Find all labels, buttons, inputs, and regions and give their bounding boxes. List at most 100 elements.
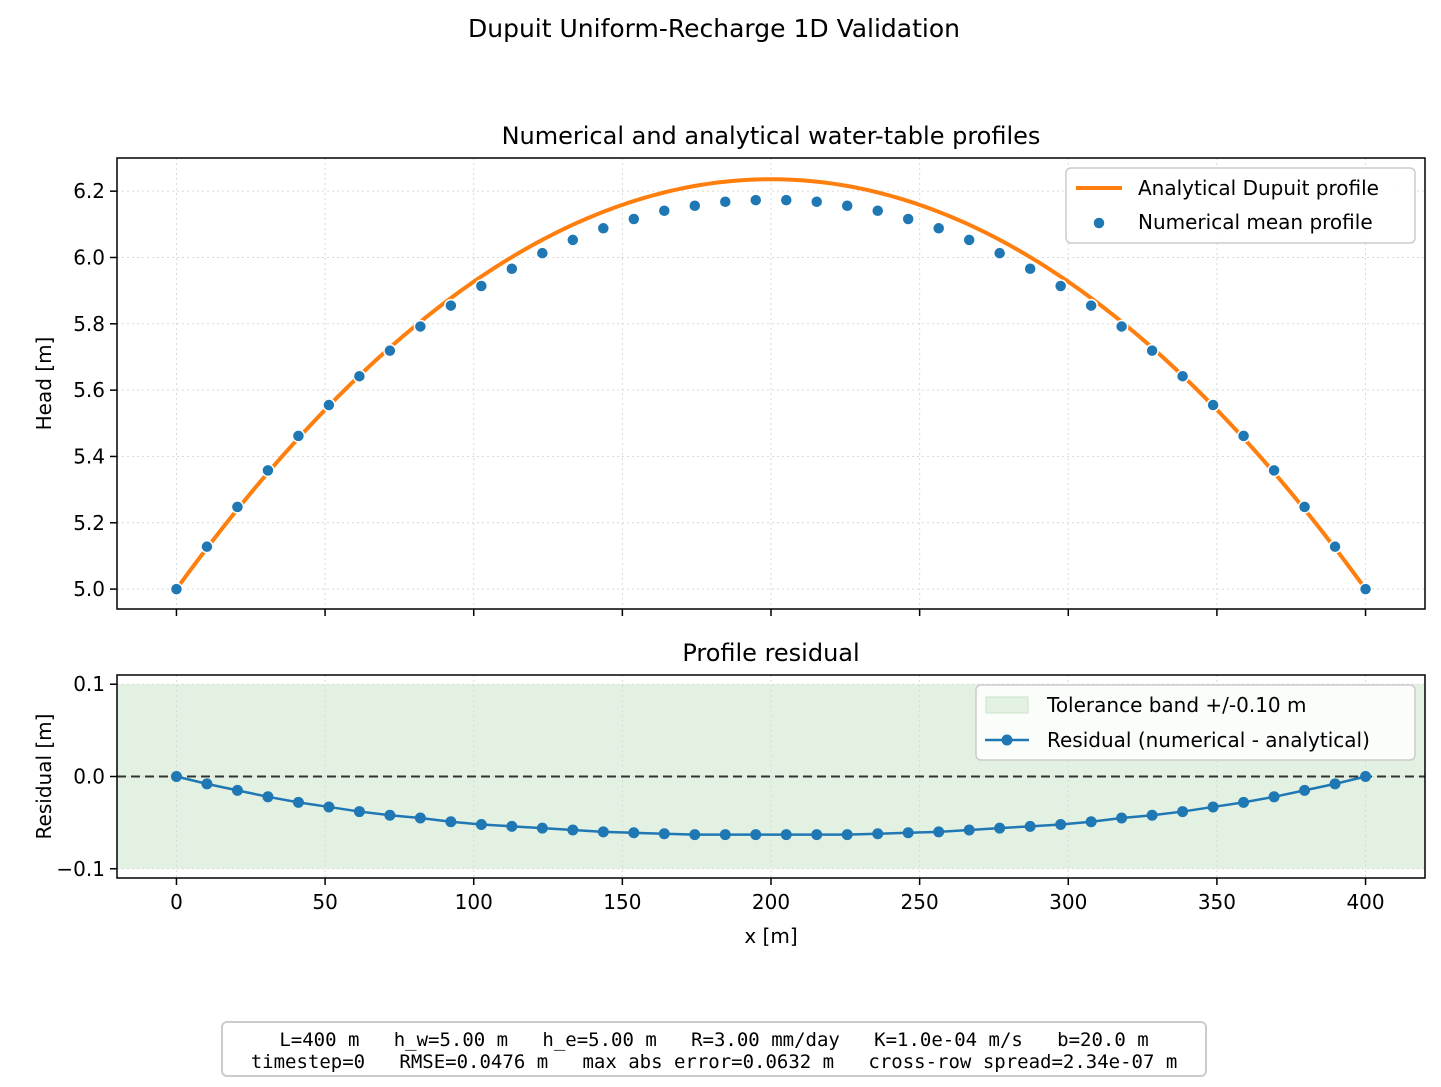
residual-point <box>658 828 670 840</box>
numerical-profile-point <box>261 463 275 478</box>
residual-point <box>170 771 182 782</box>
residual-x-tick-label: 150 <box>603 890 641 914</box>
numerical-profile-point <box>1297 500 1312 514</box>
residual-y-tick-label: −0.1 <box>56 857 105 881</box>
residual-x-tick-label: 350 <box>1198 890 1236 914</box>
profile-y-tick-label: 5.2 <box>73 511 105 535</box>
numerical-profile-point <box>1267 463 1281 478</box>
residual-legend-band-swatch <box>985 696 1029 714</box>
residual-point <box>628 827 640 839</box>
residual-point <box>872 828 884 840</box>
residual-point <box>1238 796 1250 808</box>
numerical-profile-point <box>291 429 306 443</box>
residual-point <box>1055 818 1067 830</box>
residual-point <box>1085 816 1097 828</box>
residual-x-tick-label: 100 <box>455 890 493 914</box>
residual-point <box>1299 784 1311 796</box>
residual-point <box>1116 812 1128 824</box>
numerical-profile-point <box>962 233 976 247</box>
profile-legend-box <box>1065 167 1416 244</box>
footer-line-1: L=400 m h_w=5.00 m h_e=5.00 m R=3.00 mm/… <box>279 1029 1148 1051</box>
numerical-profile-point <box>1145 343 1159 358</box>
residual-point <box>750 829 762 841</box>
residual-point <box>811 829 823 841</box>
profile-y-axis-label: Head [m] <box>32 337 56 431</box>
residual-point <box>1329 778 1341 790</box>
parameter-footer: L=400 m h_w=5.00 m h_e=5.00 m R=3.00 mm/… <box>221 1021 1207 1077</box>
profile-y-tick-label: 5.0 <box>73 577 105 601</box>
residual-y-tick-label: 0.1 <box>73 672 105 696</box>
analytical-profile-line <box>174 177 1368 591</box>
residual-point <box>780 829 792 841</box>
profile-y-tick-label: 6.0 <box>73 245 105 269</box>
residual-point <box>963 824 975 836</box>
residual-point <box>323 801 335 813</box>
numerical-profile-point <box>1358 582 1373 596</box>
profile-y-tick-label: 5.8 <box>73 312 105 336</box>
residual-point <box>506 820 518 832</box>
numerical-profile-point <box>748 193 763 207</box>
residual-point <box>1268 791 1280 803</box>
residual-point <box>536 822 548 834</box>
residual-x-tick-label: 50 <box>312 890 337 914</box>
profile-y-tick-label: 6.2 <box>73 179 105 203</box>
numerical-profile-points <box>169 193 1373 596</box>
residual-point <box>841 829 853 841</box>
residual-legend-label: Tolerance band +/-0.10 m <box>1046 693 1307 717</box>
numerical-profile-point <box>413 319 428 334</box>
residual-x-axis-label: x [m] <box>744 924 797 948</box>
residual-point <box>445 816 457 828</box>
numerical-profile-point <box>505 262 519 276</box>
numerical-profile-point <box>1175 369 1190 383</box>
numerical-profile-point <box>627 212 641 226</box>
residual-x-tick-label: 200 <box>752 890 790 914</box>
residual-point <box>902 827 914 839</box>
profile-title: Numerical and analytical water-table pro… <box>502 122 1041 150</box>
residual-point <box>597 826 609 838</box>
residual-point <box>292 796 304 808</box>
numerical-profile-point <box>566 233 580 247</box>
profile-legend-point-swatch <box>1092 216 1106 230</box>
numerical-profile-point <box>535 246 550 260</box>
numerical-profile-point <box>657 203 672 218</box>
residual-line <box>176 775 1366 836</box>
numerical-profile-point <box>352 369 367 383</box>
residual-x-tick-label: 250 <box>901 890 939 914</box>
profile-legend-label: Numerical mean profile <box>1138 210 1373 234</box>
numerical-profile-point <box>1023 262 1037 276</box>
numerical-profile-point <box>688 199 702 213</box>
residual-point <box>201 778 213 790</box>
residual-point <box>1360 771 1372 782</box>
residual-x-tick-label: 300 <box>1049 890 1087 914</box>
numerical-profile-point <box>931 221 946 236</box>
numerical-profile-point <box>1114 319 1129 334</box>
residual-point <box>1024 820 1036 832</box>
footer-box <box>221 1021 1207 1077</box>
profile-y-tick-label: 5.6 <box>73 378 105 402</box>
residual-point <box>353 806 365 818</box>
residual-point <box>689 829 701 841</box>
figure-suptitle: Dupuit Uniform-Recharge 1D Validation <box>468 14 960 43</box>
residual-point <box>1177 806 1189 818</box>
residual-y-axis-label: Residual [m] <box>32 714 56 840</box>
residual-legend: Tolerance band +/-0.10 m Residual (numeri… <box>975 684 1416 761</box>
residual-legend-label: Residual (numerical - analytical) <box>1047 728 1370 752</box>
residual-point <box>231 784 243 796</box>
numerical-profile-point <box>200 539 214 554</box>
numerical-profile-point <box>718 195 733 209</box>
residual-points <box>170 771 1372 841</box>
numerical-profile-point <box>1053 279 1068 293</box>
numerical-profile-point <box>1084 298 1098 313</box>
numerical-profile-point <box>1328 539 1342 554</box>
residual-point <box>475 818 487 830</box>
numerical-profile-point <box>992 246 1007 260</box>
numerical-profile-point <box>901 212 915 226</box>
residual-point <box>384 809 396 821</box>
residual-point <box>1207 801 1219 813</box>
residual-chart: 0 50 100 150 200 250 300 350 400 −0.1 0.0 0.1 Profil… <box>32 639 1426 948</box>
residual-legend-marker-swatch <box>1001 734 1013 746</box>
profile-legend-label: Analytical Dupuit profile <box>1138 176 1379 200</box>
residual-point <box>262 791 274 803</box>
numerical-profile-point <box>474 279 489 293</box>
residual-y-tick-label: 0.0 <box>73 765 105 789</box>
